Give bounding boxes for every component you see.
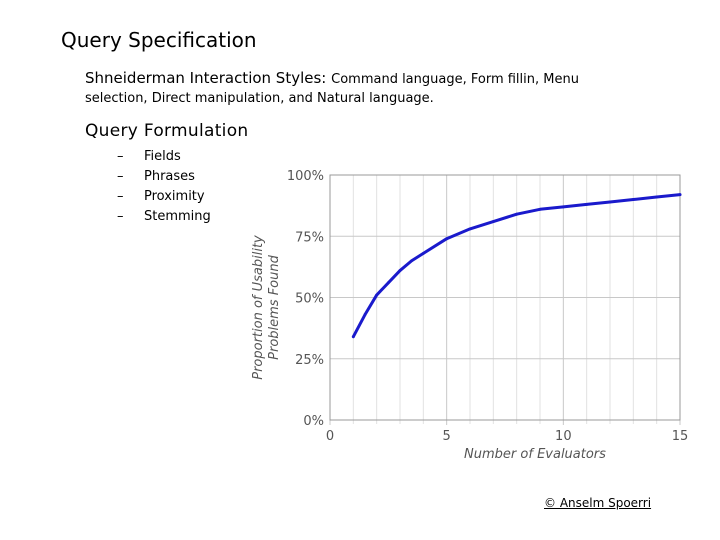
data-point: [655, 195, 659, 199]
data-point: [515, 212, 519, 216]
list-item-label: Proximity: [144, 189, 205, 204]
query-formulation-heading: Query Formulation: [85, 121, 249, 141]
data-point: [386, 281, 390, 285]
series-line: [351, 193, 682, 339]
data-point: [351, 335, 355, 339]
query-formulation-list: – Fields – Phrases – Proximity – Stemming: [117, 147, 211, 227]
data-point: [678, 193, 682, 196]
y-axis-label: Problems Found: [267, 254, 282, 359]
chart-canvas: 0% 25% 50% 75% 100% 0 5 10 15 Number of Evaluator…: [251, 169, 689, 462]
bullet-dash: –: [117, 149, 124, 164]
interaction-styles-line-2: selection, Direct manipulation, and Natu…: [85, 91, 434, 106]
y-tick-label: 100%: [287, 169, 324, 184]
list-item-label: Fields: [144, 149, 181, 164]
y-tick-label: 75%: [295, 230, 324, 245]
x-tick-label: 15: [672, 429, 689, 444]
bullet-dash: –: [117, 169, 124, 184]
list-item: – Stemming: [117, 207, 211, 227]
slide-title: Query Specification: [61, 28, 257, 52]
x-tick-label: 0: [326, 429, 334, 444]
x-tick-label: 10: [555, 429, 572, 444]
interaction-styles-line-1: Shneiderman Interaction Styles: Command …: [85, 69, 579, 87]
interaction-styles-label: Shneiderman Interaction Styles:: [85, 69, 332, 87]
x-axis-label: Number of Evaluators: [464, 447, 606, 462]
plot-border: [329, 174, 681, 421]
list-item: – Phrases: [117, 167, 211, 187]
list-item: – Proximity: [117, 187, 211, 207]
list-item-label: Stemming: [144, 209, 211, 224]
data-point: [608, 200, 612, 204]
data-point: [585, 203, 589, 206]
data-point: [421, 252, 425, 255]
copyright-link[interactable]: © Anselm Spoerri: [544, 496, 652, 510]
bullet-dash: –: [117, 209, 124, 224]
data-point: [398, 269, 402, 272]
data-point: [538, 207, 542, 211]
data-point: [468, 227, 472, 231]
y-tick-label: 0%: [303, 414, 324, 429]
data-point: [375, 293, 379, 297]
x-tick-label: 5: [443, 429, 451, 444]
data-point: [631, 198, 635, 201]
list-item-label: Phrases: [144, 169, 195, 184]
data-point: [491, 220, 495, 223]
data-point: [561, 205, 565, 209]
list-item: – Fields: [117, 147, 211, 167]
y-axis-label: Proportion of Usability: [251, 235, 266, 380]
interaction-styles-list-start: Command language, Form fillin, Menu: [331, 72, 579, 87]
y-tick-label: 50%: [295, 292, 324, 307]
data-point: [410, 259, 414, 263]
usability-chart: 0% 25% 50% 75% 100% 0 5 10 15 Number of Evaluator…: [240, 160, 700, 470]
y-tick-label: 25%: [295, 353, 324, 368]
data-point: [363, 313, 367, 317]
bullet-dash: –: [117, 189, 124, 204]
data-point: [445, 237, 449, 241]
